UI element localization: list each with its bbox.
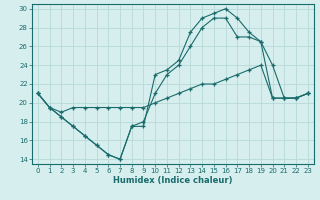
X-axis label: Humidex (Indice chaleur): Humidex (Indice chaleur) [113,176,233,185]
